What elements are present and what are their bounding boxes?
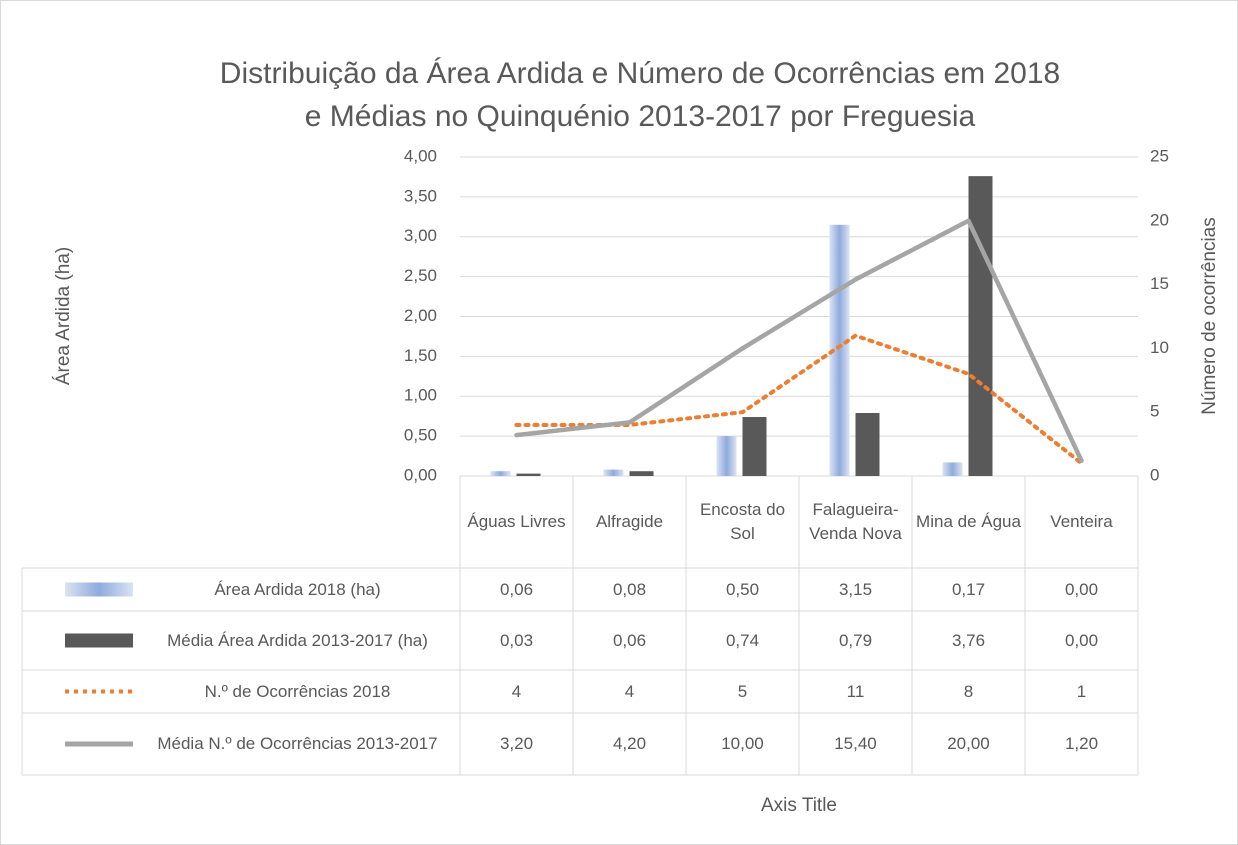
y-tick-label: 0,00 xyxy=(404,465,437,484)
table-value: 0,79 xyxy=(838,630,873,650)
legend-label: Média N.º de Ocorrências 2013-2017 xyxy=(157,734,438,753)
y-axis-label: Área Ardida (ha) xyxy=(53,247,74,385)
table-value: 0,00 xyxy=(1064,630,1099,650)
y2-tick-label: 10 xyxy=(1150,338,1169,357)
table-value: 3,20 xyxy=(499,734,534,753)
y2-tick-label: 15 xyxy=(1150,274,1169,293)
table-value: 0,08 xyxy=(612,579,647,599)
bar xyxy=(942,462,963,476)
table-value: 0,17 xyxy=(951,579,986,599)
table-value: 8 xyxy=(963,681,974,701)
y-tick-label: 4,00 xyxy=(404,146,437,165)
table-value: 0,06 xyxy=(612,630,647,650)
x-tick-label: Mina de Água xyxy=(916,512,1021,531)
y2-axis-label: Número de ocorrências xyxy=(1199,217,1220,414)
bar xyxy=(742,416,767,476)
table-value: 10,00 xyxy=(721,734,764,753)
y-tick-label: 3,50 xyxy=(404,186,437,205)
y2-tick-label: 25 xyxy=(1150,146,1169,165)
bar xyxy=(855,412,880,476)
table-value: 0,74 xyxy=(725,630,760,650)
legend-label: Média Área Ardida 2013-2017 (ha) xyxy=(167,630,428,650)
table-value: 0,00 xyxy=(1064,579,1099,599)
legend-swatch xyxy=(65,633,133,648)
chart-title: e Médias no Quinquénio 2013-2017 por Fre… xyxy=(305,100,976,133)
bar xyxy=(516,473,541,476)
y2-tick-label: 20 xyxy=(1150,210,1169,229)
table-value: 3,15 xyxy=(838,579,873,599)
bar xyxy=(490,471,511,476)
legend-swatch xyxy=(65,582,133,597)
chart-title: Distribuição da Área Ardida e Número de … xyxy=(220,57,1060,90)
y-tick-label: 2,50 xyxy=(404,266,437,285)
x-tick-label: Alfragide xyxy=(595,512,664,531)
line xyxy=(514,218,1084,463)
bar xyxy=(968,176,993,476)
bar xyxy=(716,436,737,476)
y-tick-label: 2,00 xyxy=(404,306,437,325)
y2-tick-label: 5 xyxy=(1150,402,1159,421)
y-tick-label: 0,50 xyxy=(404,426,437,445)
table-value: 0,06 xyxy=(499,579,534,599)
legend-label: Área Ardida 2018 (ha) xyxy=(214,579,381,599)
x-tick-label: Águas Livres xyxy=(467,512,566,531)
table-value: 0,50 xyxy=(725,579,760,599)
table-value: 3,76 xyxy=(951,630,986,650)
table-value: 5 xyxy=(737,681,748,701)
x-tick-label: Encosta do Sol xyxy=(699,500,786,543)
line xyxy=(514,333,1084,466)
table-value: 11 xyxy=(846,681,865,701)
x-axis-label: Axis Title xyxy=(761,795,837,816)
table-value: 15,40 xyxy=(834,734,877,753)
y-tick-label: 1,00 xyxy=(404,386,437,405)
legend-label: N.º de Ocorrências 2018 xyxy=(204,681,391,701)
x-tick-label: Falagueira-Venda Nova xyxy=(809,500,902,543)
table-value: 0,03 xyxy=(499,630,534,650)
y2-tick-label: 0 xyxy=(1150,465,1159,484)
table-value: 4 xyxy=(511,681,522,701)
x-tick-label: Venteira xyxy=(1050,512,1113,531)
bar xyxy=(629,471,654,476)
table-value: 1 xyxy=(1076,681,1087,701)
table-value: 4,20 xyxy=(612,734,647,753)
y-tick-label: 3,00 xyxy=(404,226,437,245)
y-tick-label: 1,50 xyxy=(404,346,437,365)
table-value: 1,20 xyxy=(1064,734,1099,753)
bar xyxy=(603,469,624,476)
table-value: 4 xyxy=(624,681,635,701)
table-value: 20,00 xyxy=(947,734,990,753)
